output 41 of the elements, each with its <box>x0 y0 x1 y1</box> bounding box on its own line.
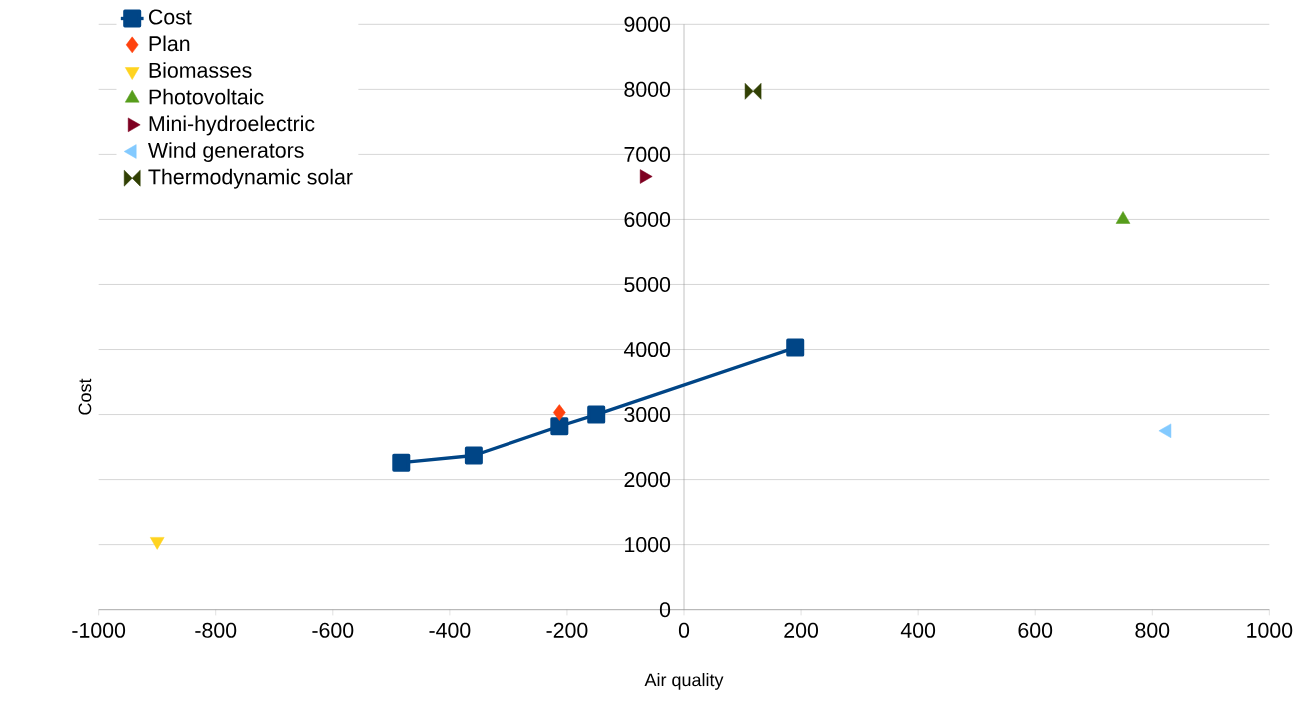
y-tick-label: 5000 <box>624 277 671 293</box>
y-tick-label: 3000 <box>624 407 671 423</box>
legend-label: Plan <box>149 35 190 52</box>
point <box>786 338 805 357</box>
point <box>744 83 762 100</box>
legend-label: Mini-hydroelectric <box>149 115 315 136</box>
y-tick-label: 4000 <box>623 342 671 358</box>
y-tick-label: 9000 <box>624 16 671 33</box>
x-tick-label: 200 <box>784 622 819 638</box>
legend-label: Cost <box>149 9 192 25</box>
y-tick-label: 8000 <box>624 81 671 98</box>
x-tick-label: -200 <box>546 622 588 638</box>
y-tick-label: 1000 <box>625 537 671 553</box>
legend-label: Biomasses <box>149 62 252 79</box>
point <box>587 405 606 424</box>
point <box>639 169 653 184</box>
point <box>392 453 411 472</box>
point <box>553 404 566 422</box>
x-tick-label: 600 <box>1018 622 1053 638</box>
point <box>464 446 483 465</box>
x-tick-label: 800 <box>1135 622 1170 638</box>
legend-label: Photovoltaic <box>149 89 264 105</box>
y-tick-label: 7000 <box>624 147 671 163</box>
x-tick-label: 400 <box>900 622 936 638</box>
legend-label: Wind generators <box>148 142 304 163</box>
y-tick-label: 0 <box>659 602 671 618</box>
point <box>550 417 569 436</box>
x-axis-title: Air quality <box>644 673 724 690</box>
point <box>1115 211 1131 224</box>
x-tick-label: -800 <box>195 622 237 638</box>
x-tick-label: -600 <box>312 622 354 638</box>
y-tick-label: 6000 <box>624 212 671 228</box>
x-tick-label: -1000 <box>72 622 126 638</box>
x-tick-label: -400 <box>429 622 471 638</box>
point <box>150 537 165 550</box>
legend-label: Thermodynamic solar <box>148 168 353 189</box>
y-axis-title: Cost <box>78 378 92 415</box>
x-tick-label: 1000 <box>1247 622 1293 638</box>
x-tick-label: 0 <box>678 622 690 638</box>
y-tick-label: 2000 <box>624 472 671 488</box>
point <box>1158 423 1172 439</box>
